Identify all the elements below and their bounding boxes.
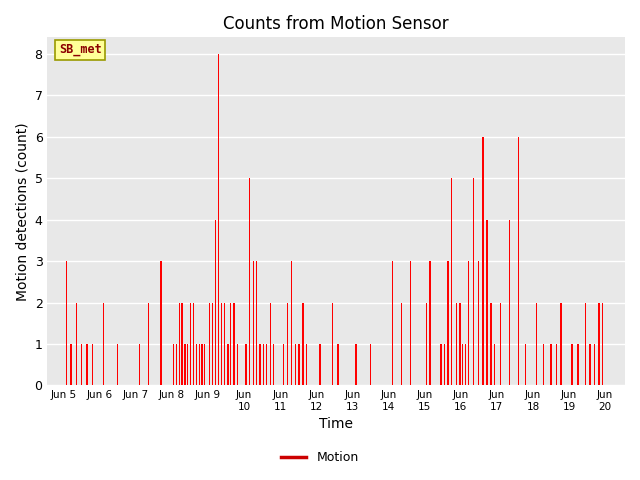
Bar: [585, 302, 586, 385]
Bar: [66, 261, 67, 385]
Bar: [230, 302, 232, 385]
Bar: [103, 302, 104, 385]
Bar: [190, 302, 191, 385]
Bar: [269, 302, 271, 385]
Bar: [473, 178, 474, 385]
Bar: [204, 344, 205, 385]
Bar: [214, 220, 216, 385]
Bar: [483, 137, 484, 385]
Bar: [509, 220, 510, 385]
Bar: [500, 302, 501, 385]
Bar: [175, 344, 177, 385]
Bar: [337, 344, 339, 385]
Bar: [370, 344, 371, 385]
Bar: [193, 302, 195, 385]
Bar: [577, 344, 579, 385]
Bar: [561, 302, 562, 385]
Bar: [81, 344, 83, 385]
Bar: [86, 344, 88, 385]
Bar: [401, 302, 402, 385]
Bar: [245, 344, 246, 385]
Bar: [598, 302, 600, 385]
Bar: [249, 178, 250, 385]
Bar: [196, 344, 197, 385]
Bar: [221, 302, 222, 385]
X-axis label: Time: Time: [319, 418, 353, 432]
Y-axis label: Motion detections (count): Motion detections (count): [15, 122, 29, 300]
Bar: [92, 344, 93, 385]
Bar: [355, 344, 356, 385]
Bar: [594, 344, 595, 385]
Bar: [148, 302, 149, 385]
Bar: [302, 302, 303, 385]
Bar: [173, 344, 174, 385]
Bar: [486, 220, 488, 385]
Bar: [284, 344, 285, 385]
Bar: [426, 302, 427, 385]
Bar: [256, 261, 257, 385]
Bar: [462, 344, 463, 385]
Bar: [444, 344, 445, 385]
Bar: [536, 302, 537, 385]
Bar: [237, 344, 238, 385]
Bar: [602, 302, 604, 385]
Bar: [589, 344, 591, 385]
Bar: [490, 302, 492, 385]
Bar: [259, 344, 260, 385]
Bar: [179, 302, 180, 385]
Bar: [209, 302, 211, 385]
Bar: [212, 302, 213, 385]
Bar: [218, 54, 219, 385]
Bar: [410, 261, 411, 385]
Bar: [465, 344, 466, 385]
Bar: [556, 344, 557, 385]
Bar: [332, 302, 333, 385]
Bar: [253, 261, 254, 385]
Bar: [295, 344, 296, 385]
Bar: [550, 344, 552, 385]
Bar: [287, 302, 288, 385]
Bar: [117, 344, 118, 385]
Bar: [525, 344, 526, 385]
Bar: [262, 344, 264, 385]
Bar: [392, 261, 393, 385]
Bar: [518, 137, 519, 385]
Bar: [70, 344, 72, 385]
Bar: [447, 261, 449, 385]
Bar: [478, 261, 479, 385]
Bar: [543, 344, 545, 385]
Bar: [460, 302, 461, 385]
Bar: [227, 344, 228, 385]
Bar: [76, 302, 77, 385]
Bar: [224, 302, 225, 385]
Bar: [266, 344, 267, 385]
Bar: [234, 302, 235, 385]
Bar: [319, 344, 321, 385]
Bar: [451, 178, 452, 385]
Bar: [440, 344, 442, 385]
Title: Counts from Motion Sensor: Counts from Motion Sensor: [223, 15, 449, 33]
Legend: Motion: Motion: [276, 446, 364, 469]
Bar: [291, 261, 292, 385]
Bar: [161, 261, 162, 385]
Bar: [493, 344, 495, 385]
Bar: [181, 302, 182, 385]
Bar: [429, 261, 431, 385]
Bar: [468, 261, 469, 385]
Bar: [199, 344, 200, 385]
Bar: [139, 344, 140, 385]
Bar: [298, 344, 300, 385]
Bar: [184, 344, 186, 385]
Bar: [306, 344, 307, 385]
Bar: [572, 344, 573, 385]
Text: SB_met: SB_met: [59, 43, 102, 56]
Bar: [456, 302, 457, 385]
Bar: [273, 344, 275, 385]
